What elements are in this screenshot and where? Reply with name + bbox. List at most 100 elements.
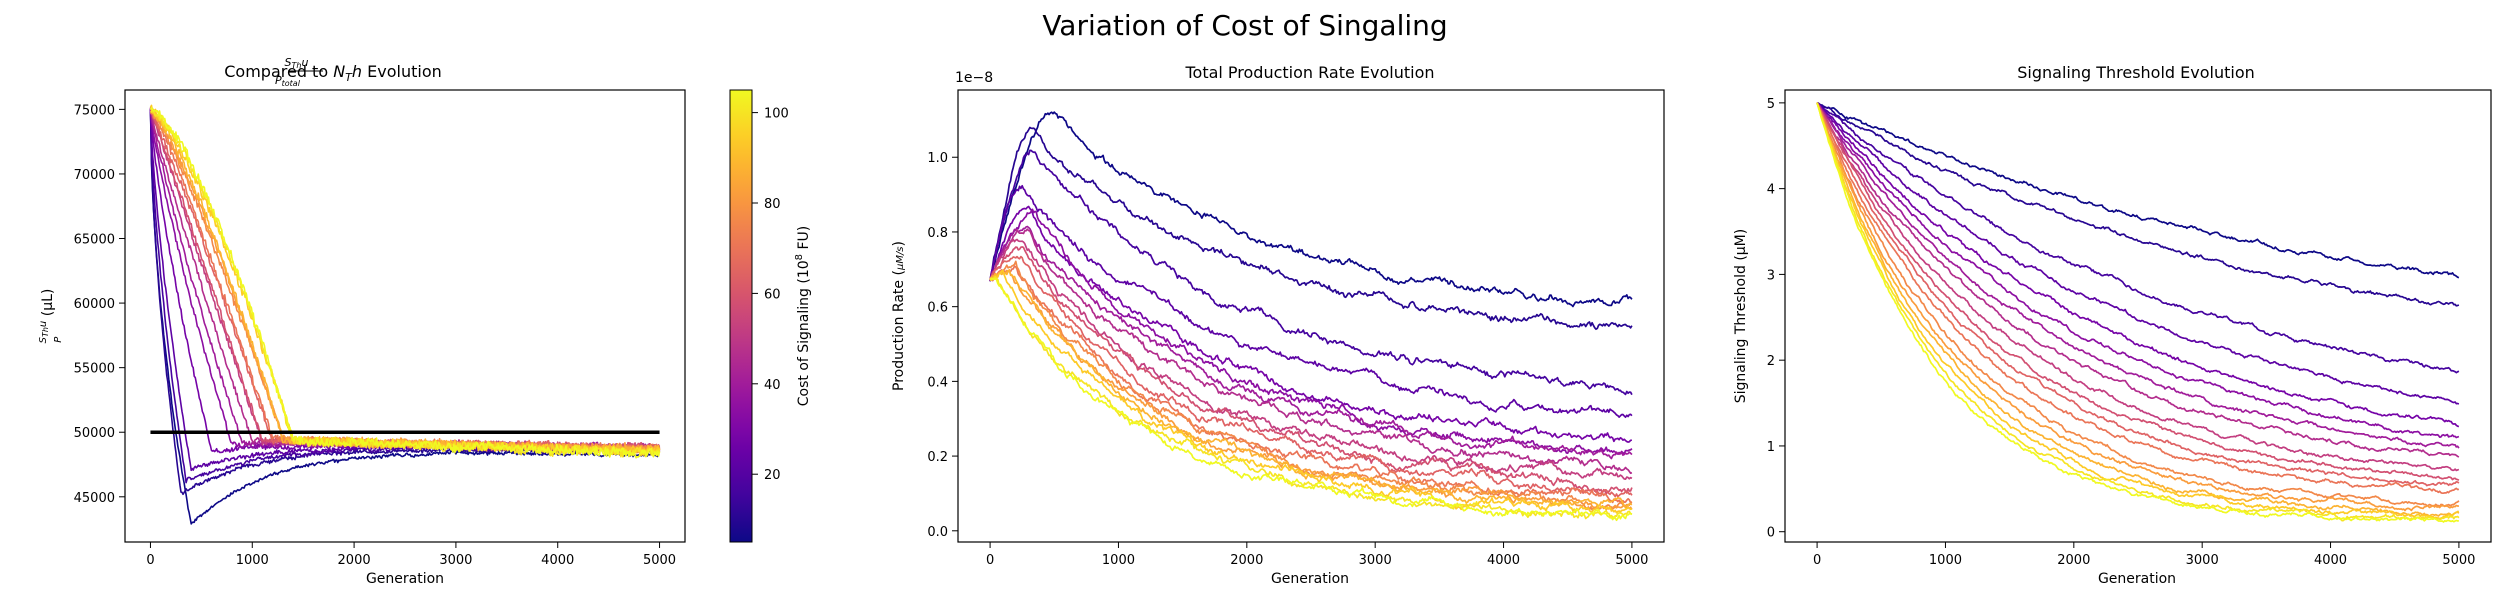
population-series-line <box>150 106 661 455</box>
y-tick-label: 5 <box>1767 97 1775 112</box>
x-tick-label: 3000 <box>1359 553 1392 568</box>
y-tick-label: 0.6 <box>927 301 948 316</box>
x-tick-label: 3000 <box>2186 553 2219 568</box>
x-tick-label: 4000 <box>541 553 574 568</box>
x-tick-label: 2000 <box>1230 553 1263 568</box>
colorbar-tick-label: 80 <box>764 197 781 212</box>
production-rate-series-line <box>989 208 1633 455</box>
colorbar <box>729 89 753 543</box>
panel1-title-frac-num: SThu <box>284 56 308 70</box>
threshold-series-line <box>1816 102 2460 405</box>
panel3-title: Signaling Threshold Evolution <box>2017 63 2255 82</box>
colorbar-label-main: Cost of Signaling (10 <box>796 260 812 406</box>
x-tick-label: 5000 <box>2442 553 2475 568</box>
threshold-series-line <box>1816 102 2460 458</box>
panel1-frame <box>124 89 686 543</box>
threshold-series-line <box>1816 102 2460 482</box>
panel1-title-math: NTh <box>333 62 362 84</box>
production-rate-series-line <box>989 246 1633 495</box>
panel1-title-mid: Compared to <box>224 62 333 81</box>
population-series-line <box>149 108 660 496</box>
production-rate-series-line <box>989 238 1633 481</box>
figure-suptitle: Variation of Cost of Singaling <box>1042 9 1447 42</box>
colorbar-label-tail: FU) <box>796 226 812 254</box>
panel1-title-tail: Evolution <box>367 62 442 81</box>
y-tick-label: 45000 <box>74 491 115 506</box>
colorbar-tick-label: 40 <box>764 378 781 393</box>
colorbar-label: Cost of Signaling (108 FU) <box>794 226 812 407</box>
y-tick-label: 55000 <box>74 362 115 377</box>
production-rate-series-line <box>989 277 1633 522</box>
y-tick-label: 2 <box>1767 354 1775 369</box>
threshold-series-line <box>1816 101 2460 279</box>
x-tick-label: 1000 <box>1929 553 1962 568</box>
panel3-plot-area: 0 1000 2000 3000 4000 5000 0 1 2 3 4 5 <box>1767 97 2476 568</box>
panel2-plot-area: 0 1000 2000 3000 4000 5000 0.0 0.2 0.4 0.6 0.8 1.0 <box>927 111 1648 568</box>
colorbar-ticks: 20 40 60 80 100 <box>752 107 789 483</box>
colorbar-tick-label: 100 <box>764 107 789 122</box>
threshold-series-line <box>1816 102 2460 522</box>
colorbar-tick-label: 60 <box>764 287 781 302</box>
panel1-title: SThu Ptotal Compared to NTh Evolution <box>224 51 442 90</box>
panel1-ylabel: SThuP (μL) <box>38 289 64 344</box>
y-tick-label: 0.0 <box>927 525 948 540</box>
y-tick-label: 75000 <box>74 103 115 118</box>
x-tick-label: 2000 <box>338 553 371 568</box>
x-tick-label: 0 <box>1813 553 1821 568</box>
production-rate-series-line <box>989 184 1633 419</box>
panel3-ylabel: Signaling Threshold (μM) <box>1733 229 1749 403</box>
production-rate-series-line <box>989 255 1633 498</box>
threshold-series-line <box>1816 102 2459 520</box>
production-rate-series-line <box>989 269 1633 514</box>
y-tick-label: 60000 <box>74 297 115 312</box>
panel1-ylabel-text: SThuP (μL) <box>38 289 64 344</box>
threshold-series-line <box>1816 102 2460 487</box>
threshold-series-line <box>1816 102 2460 472</box>
threshold-series-line <box>1816 102 2460 495</box>
threshold-series-line <box>1816 101 2460 439</box>
production-rate-series-line <box>989 228 1633 475</box>
y-tick-label: 0.8 <box>927 226 948 241</box>
y-tick-label: 1 <box>1767 440 1775 455</box>
x-tick-label: 4000 <box>2314 553 2347 568</box>
y-tick-label: 0.2 <box>927 450 948 465</box>
y-tick-label: 3 <box>1767 268 1775 283</box>
panel3-frame <box>1784 89 2492 543</box>
panel2-ylabel: Production Rate (μM/s) <box>891 241 907 391</box>
y-tick-label: 4 <box>1767 183 1775 198</box>
production-rate-series-line <box>989 111 1633 308</box>
panel2-title: Total Production Rate Evolution <box>1184 63 1434 82</box>
panel1-plot-area: 0 1000 2000 3000 4000 5000 45000 50000 55000 6000… <box>74 103 676 568</box>
y-tick-label: 0 <box>1767 526 1775 541</box>
x-tick-label: 0 <box>986 553 994 568</box>
threshold-series-line <box>1816 102 2460 449</box>
y-tick-label: 70000 <box>74 168 115 183</box>
x-tick-label: 0 <box>146 553 154 568</box>
panel2-frame <box>957 89 1665 543</box>
threshold-series-line <box>1816 102 2459 523</box>
colorbar-tick-label: 20 <box>764 468 781 483</box>
panel-signaling-threshold: Signaling Threshold Evolution 0 1000 2000 3… <box>1733 63 2492 587</box>
production-rate-series-line <box>989 269 1633 511</box>
y-tick-label: 1.0 <box>927 151 948 166</box>
population-series-line <box>149 107 661 451</box>
threshold-series-line <box>1816 102 2459 512</box>
panel2-offset-text: 1e−8 <box>955 70 993 86</box>
panel-population-vs-target: SThu Ptotal Compared to NTh Evolution 0 1… <box>38 51 812 587</box>
threshold-series-line <box>1816 102 2460 428</box>
threshold-series-line <box>1816 102 2460 374</box>
x-tick-label: 5000 <box>1615 553 1648 568</box>
threshold-series-line <box>1816 102 2460 518</box>
population-series-line <box>149 109 660 525</box>
threshold-series-line <box>1816 102 2460 508</box>
population-series-line <box>149 106 661 459</box>
production-rate-series-line <box>989 205 1632 443</box>
production-rate-series-line <box>989 149 1633 396</box>
x-tick-label: 3000 <box>439 553 472 568</box>
panel1-xlabel: Generation <box>366 571 444 587</box>
production-rate-series-line <box>990 265 1633 504</box>
production-rate-series-line <box>989 268 1633 508</box>
y-tick-label: 50000 <box>74 426 115 441</box>
production-rate-series-line <box>989 126 1633 331</box>
